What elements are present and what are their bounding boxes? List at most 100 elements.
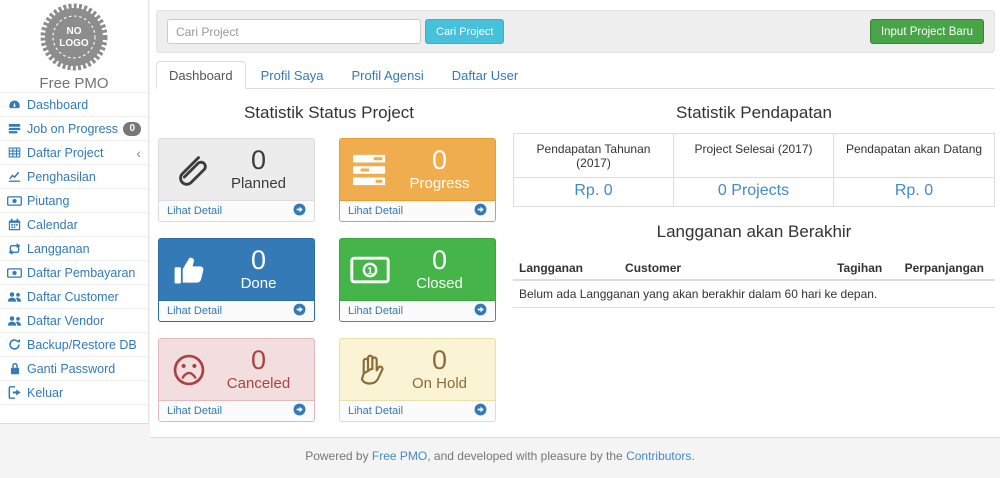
card-count: 0 — [250, 245, 267, 275]
svg-text:NO: NO — [67, 26, 82, 37]
empty-message: Belum ada Langganan yang akan berakhir d… — [513, 280, 995, 308]
frown-icon — [167, 352, 211, 388]
tab-profil-saya[interactable]: Profil Saya — [260, 68, 324, 83]
income-table: Pendapatan Tahunan (2017) Project Selesa… — [513, 133, 995, 207]
tasks-icon — [348, 153, 392, 187]
sidebar-item-daftar-vendor[interactable]: Daftar Vendor — [0, 309, 148, 333]
sidebar-item-backup-restore-db[interactable]: Backup/Restore DB — [0, 333, 148, 357]
thumbs-up-icon — [167, 252, 211, 288]
sidebar: NO LOGO Free PMO Dashboard Job on Progre… — [0, 0, 149, 424]
count-badge: 0 — [123, 121, 141, 136]
status-card-planned: 0 Planned Lihat Detail — [158, 138, 315, 222]
subscription-section-title: Langganan akan Berakhir — [656, 222, 852, 241]
column-header: Tagihan — [831, 258, 899, 281]
sidebar-item-keluar[interactable]: Keluar — [0, 381, 148, 405]
column-header: Customer — [619, 258, 832, 281]
free-pmo-link[interactable]: Free PMO — [371, 449, 428, 463]
card-count: 0 — [431, 345, 448, 375]
sidebar-menu: Dashboard Job on Progress 0 Daftar Proje… — [0, 93, 148, 405]
footer-text: Powered by — [305, 449, 372, 463]
main-panel: Cari Project Input Project Baru Dashboar… — [150, 0, 1000, 438]
tab-profil-agensi[interactable]: Profil Agensi — [351, 68, 424, 83]
retweet-icon — [7, 242, 22, 256]
status-card-on-hold: 0 On Hold Lihat Detail — [339, 338, 496, 422]
card-label: Canceled — [226, 375, 291, 392]
income-value[interactable]: Rp. 0 — [514, 178, 674, 206]
lock-icon — [7, 362, 22, 376]
income-header: Pendapatan Tahunan (2017) — [514, 134, 674, 178]
calendar-icon — [7, 218, 22, 232]
footer-text: . — [691, 449, 695, 463]
sidebar-item-daftar-customer[interactable]: Daftar Customer — [0, 285, 148, 309]
status-cards: 0 Planned Lihat Detail 0 Progress Lihat … — [158, 138, 500, 422]
card-label: Closed — [416, 275, 463, 292]
line-chart-icon — [7, 170, 22, 184]
contributors-link[interactable]: Contributors — [626, 449, 692, 463]
tab-dashboard[interactable]: Dashboard — [156, 61, 246, 89]
svg-text:LOGO: LOGO — [59, 38, 89, 49]
income-value[interactable]: Rp. 0 — [894, 182, 934, 199]
column-header: Langganan — [513, 258, 620, 281]
lihat-detail-link[interactable]: Lihat Detail — [340, 400, 495, 421]
lihat-detail-link[interactable]: Lihat Detail — [159, 300, 314, 321]
sidebar-item-langganan[interactable]: Langganan — [0, 237, 148, 261]
lihat-detail-link[interactable]: Lihat Detail — [159, 200, 314, 221]
users-icon — [7, 314, 22, 328]
arrow-circle-right-icon — [474, 403, 487, 419]
lihat-detail-link[interactable]: Lihat Detail — [340, 200, 495, 221]
users-icon — [7, 290, 22, 304]
arrow-circle-right-icon — [474, 303, 487, 319]
card-count: 0 — [431, 245, 448, 275]
sidebar-item-piutang[interactable]: Piutang — [0, 189, 148, 213]
page-footer: Powered by Free PMO, and developed with … — [0, 449, 1000, 463]
column-header: Perpanjangan — [898, 258, 995, 281]
income-section-title: Statistik Pendapatan — [676, 103, 832, 122]
no-logo-badge-icon: NO LOGO — [40, 3, 108, 71]
refresh-icon — [7, 338, 22, 352]
search-button[interactable]: Cari Project — [425, 19, 505, 44]
search-input[interactable] — [167, 19, 421, 44]
lihat-detail-link[interactable]: Lihat Detail — [159, 400, 314, 421]
arrow-circle-right-icon — [293, 203, 306, 219]
sidebar-item-job-on-progress[interactable]: Job on Progress 0 — [0, 117, 148, 141]
svg-text:1: 1 — [367, 266, 373, 277]
lihat-detail-link[interactable]: Lihat Detail — [340, 300, 495, 321]
search-bar: Cari Project Input Project Baru — [156, 10, 995, 53]
brand-name: Free PMO — [39, 75, 109, 92]
arrow-circle-right-icon — [293, 303, 306, 319]
card-label: On Hold — [411, 375, 468, 392]
hand-icon — [348, 352, 392, 388]
money-icon — [7, 194, 22, 208]
income-value[interactable]: 0 Projects — [674, 178, 834, 206]
right-column: Statistik Pendapatan Pendapatan Tahunan … — [513, 95, 995, 308]
tab-bar: Dashboard Profil Saya Profil Agensi Daft… — [156, 60, 995, 89]
status-section: Statistik Status Project 0 Planned Lihat… — [158, 95, 500, 422]
input-project-baru-button[interactable]: Input Project Baru — [869, 19, 984, 44]
income-header: Project Selesai (2017) — [674, 134, 834, 178]
sidebar-item-dashboard[interactable]: Dashboard — [0, 93, 148, 117]
sidebar-item-daftar-project[interactable]: Daftar Project ‹ — [0, 141, 148, 165]
card-count: 0 — [250, 345, 267, 375]
sidebar-item-penghasilan[interactable]: Penghasilan — [0, 165, 148, 189]
sidebar-item-ganti-password[interactable]: Ganti Password — [0, 357, 148, 381]
status-section-title: Statistik Status Project — [243, 103, 415, 122]
sidebar-item-daftar-pembayaran[interactable]: Daftar Pembayaran — [0, 261, 148, 285]
list-icon — [7, 122, 22, 136]
sidebar-item-calendar[interactable]: Calendar — [0, 213, 148, 237]
banknote-icon: 1 — [348, 255, 392, 285]
card-count: 0 — [250, 145, 267, 175]
arrow-circle-right-icon — [293, 403, 306, 419]
subscription-header-row: Langganan Customer Tagihan Perpanjangan — [513, 258, 995, 281]
card-label: Planned — [230, 175, 287, 192]
card-count: 0 — [431, 145, 448, 175]
chevron-left-icon: ‹ — [136, 144, 141, 161]
status-card-done: 0 Done Lihat Detail — [158, 238, 315, 322]
table-icon — [7, 146, 22, 160]
status-card-canceled: 0 Canceled Lihat Detail — [158, 338, 315, 422]
card-label: Done — [240, 275, 277, 292]
card-label: Progress — [409, 175, 470, 192]
arrow-circle-right-icon — [474, 203, 487, 219]
status-card-closed: 1 0 Closed Lihat Detail — [339, 238, 496, 322]
tab-daftar-user[interactable]: Daftar User — [451, 68, 519, 83]
